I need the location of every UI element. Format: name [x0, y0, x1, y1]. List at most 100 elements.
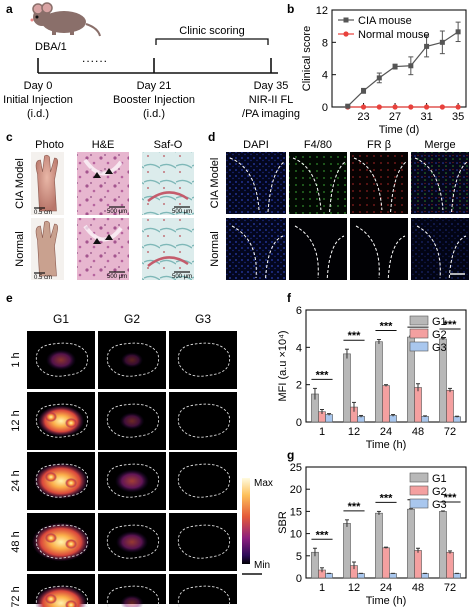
joint-space: [83, 158, 123, 176]
bar-g1: [439, 511, 447, 579]
legend-swatch: [409, 328, 429, 339]
bar-g2: [382, 547, 390, 579]
paw-outline-dashed: [106, 403, 160, 438]
x-tick-label: 24: [380, 426, 392, 438]
event-line2: /PA imaging: [242, 108, 300, 120]
y-axis-label: SBR: [277, 511, 289, 534]
legend-label: G1: [432, 316, 447, 328]
bar-g3: [421, 573, 429, 579]
legend-swatch: [409, 472, 429, 483]
event-day: Day 21: [137, 80, 172, 92]
x-tick-label: 48: [412, 426, 424, 438]
data-point: [345, 103, 351, 109]
y-tick-label: 0: [322, 102, 328, 114]
x-tick-label: 24: [380, 582, 392, 594]
row-label: 72 h: [10, 586, 22, 607]
y-tick-label: 2: [296, 380, 302, 392]
fluorescence-hotspot: [65, 539, 77, 549]
significance-stars: ***: [316, 529, 330, 541]
panel-g-letter: g: [287, 448, 294, 462]
scale-label: 500 μm: [172, 209, 192, 215]
nir-image: [169, 392, 237, 450]
event-line1: NIR-II FL: [249, 94, 294, 106]
safo-histology-image: [142, 218, 194, 280]
significance-stars: ***: [348, 330, 362, 342]
x-tick-label: 31: [420, 111, 432, 123]
event-day: Day 0: [24, 80, 53, 92]
bar-g1: [375, 341, 383, 423]
cartilage-stain: [147, 191, 189, 202]
fluorescence-hotspot: [45, 533, 57, 543]
colorbar-min-label: Min: [254, 560, 270, 571]
data-point: [455, 29, 461, 35]
fluorescence-hotspot: [45, 412, 57, 422]
data-point: [423, 104, 430, 110]
panel-b-letter: b: [287, 2, 294, 16]
data-point: [439, 104, 445, 110]
timeline-dots: ......: [82, 51, 108, 65]
paw-outline-dashed: [35, 403, 89, 438]
bar-g2: [382, 385, 390, 423]
x-tick-label: 72: [444, 582, 456, 594]
mouse-icon: [30, 2, 101, 37]
fluorescence-image: [350, 152, 408, 214]
fluorescence-image: [289, 152, 347, 214]
bar-g2: [414, 387, 422, 423]
tissue-boundary-dashed: [231, 225, 284, 279]
panel-a-letter: a: [6, 2, 13, 16]
legend-label: G3: [432, 499, 447, 511]
series-line-0: [347, 31, 459, 107]
fluorescence-signal: [115, 469, 149, 493]
panel-a: a DBA/1 ...... Clinic scoring Day 0 Initi…: [3, 2, 300, 120]
tissue-boundary-dashed: [414, 157, 468, 213]
panel-e-letter: e: [6, 291, 13, 305]
colorbar: [242, 478, 250, 564]
y-tick-label: 6: [296, 305, 302, 317]
bar-g1: [407, 508, 415, 579]
panel-d: d DAPI F4/80 FR β Merge CIA Model Normal: [208, 130, 469, 280]
paw-outline-dashed: [177, 342, 231, 377]
significance-stars: ***: [380, 320, 394, 332]
data-point: [408, 63, 414, 69]
scoring-bracket-label: Clinic scoring: [179, 25, 244, 37]
x-tick-label: 1: [319, 426, 325, 438]
column-header: G1: [53, 312, 69, 326]
scale-label: 0.5 cm: [34, 275, 52, 281]
bar-g3: [389, 415, 397, 423]
y-tick-label: 20: [290, 484, 302, 496]
legend-swatch: [409, 341, 429, 352]
tissue-boundary-dashed: [292, 157, 346, 213]
bar-g2: [446, 551, 454, 579]
row-label: CIA Model: [14, 158, 26, 209]
x-axis-label: Time (h): [366, 439, 407, 451]
bar-g1: [343, 353, 351, 423]
event-day: Day 35: [254, 80, 289, 92]
x-axis-label: Time (d): [379, 124, 420, 136]
event-line2: (i.d.): [27, 108, 49, 120]
data-point: [455, 104, 461, 110]
y-tick-label: 10: [290, 529, 302, 541]
row-label: 24 h: [10, 470, 22, 491]
row-label: 1 h: [10, 352, 22, 367]
legend-swatch: [409, 485, 429, 496]
scale-label: 500 μm: [107, 209, 127, 215]
row-label: Normal: [14, 231, 26, 266]
significance-stars: ***: [316, 369, 330, 381]
data-point: [376, 75, 382, 81]
data-point: [439, 39, 445, 45]
arrowhead-markers: [93, 168, 113, 178]
y-tick-label: 12: [316, 5, 328, 17]
data-point: [408, 104, 414, 110]
significance-stars: ***: [444, 492, 458, 504]
nir-image: [169, 574, 237, 604]
data-point: [424, 43, 430, 49]
scale-label: 500 μm: [172, 274, 192, 280]
paw-outline-dashed: [106, 524, 160, 559]
fluorescence-image: [226, 152, 286, 214]
fluorescence-signal: [34, 462, 88, 500]
panel-b: b 0 4 8 12 23 27 31 35 Time (d) Clinical score CIA…: [287, 2, 467, 136]
paw-outline-dashed: [35, 524, 89, 559]
tissue-boundary-dashed: [294, 225, 345, 279]
